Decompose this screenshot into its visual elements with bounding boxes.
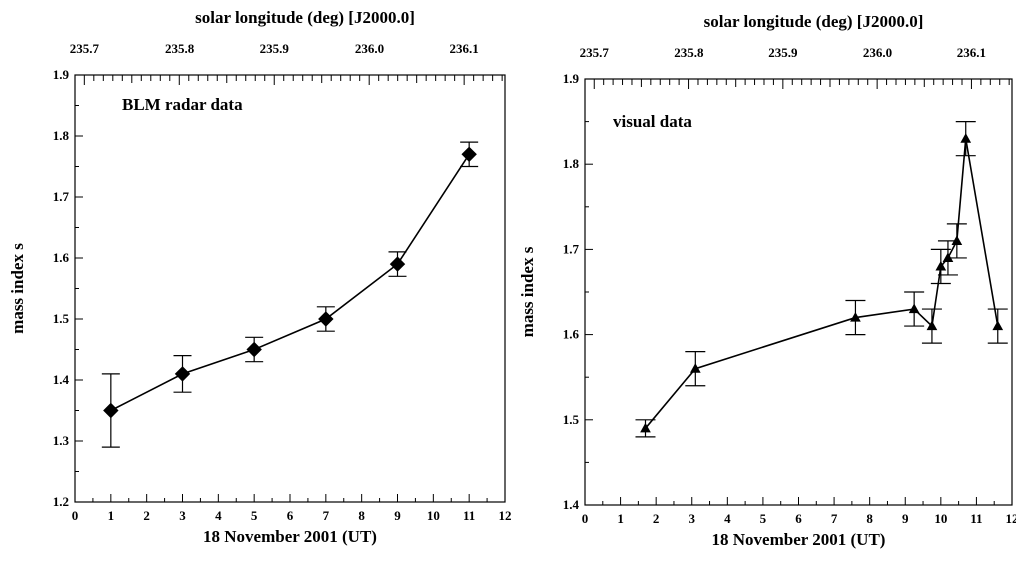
y-tick-label: 1.9 — [53, 67, 70, 82]
data-point — [174, 366, 191, 382]
top-tick-label: 236.0 — [863, 45, 892, 60]
data-point — [935, 260, 947, 271]
data-point — [992, 320, 1004, 331]
y-axis-title: mass index s — [518, 246, 537, 337]
x-tick-label: 8 — [866, 511, 873, 526]
x-tick-label: 10 — [934, 511, 947, 526]
x-tick-label: 2 — [653, 511, 660, 526]
data-point — [640, 422, 651, 433]
top-tick-label: 235.8 — [165, 41, 195, 56]
y-tick-label: 1.5 — [563, 412, 580, 427]
top-axis-title: solar longitude (deg) [J2000.0] — [195, 8, 415, 27]
series-line — [644, 138, 999, 429]
x-tick-label: 4 — [724, 511, 731, 526]
x-axis-title: 18 November 2001 (UT) — [203, 527, 377, 546]
x-tick-label: 10 — [427, 508, 440, 523]
data-point — [926, 320, 938, 331]
top-tick-label: 235.7 — [580, 45, 610, 60]
y-tick-label: 1.6 — [563, 327, 580, 342]
top-tick-label: 235.9 — [260, 41, 290, 56]
data-point — [246, 341, 262, 358]
x-tick-label: 11 — [463, 508, 475, 523]
x-tick-label: 12 — [1006, 511, 1016, 526]
x-tick-label: 7 — [323, 508, 330, 523]
top-tick-label: 236.0 — [355, 41, 384, 56]
x-tick-label: 3 — [179, 508, 186, 523]
data-point — [461, 146, 477, 163]
data-point — [908, 303, 920, 314]
top-tick-label: 235.9 — [768, 45, 798, 60]
data-point — [850, 312, 861, 322]
data-point — [318, 311, 334, 327]
chart-panel-0: 0 1 2 3 4 5 6 7 8 9 10 11 121.21.31.41.51.61.71.81.9… — [8, 8, 512, 546]
x-tick-label: 6 — [795, 511, 802, 526]
x-tick-label: 3 — [689, 511, 696, 526]
x-tick-label: 12 — [499, 508, 512, 523]
data-point — [389, 256, 406, 272]
y-axis-title: mass index s — [8, 243, 27, 334]
y-tick-label: 1.7 — [563, 241, 580, 256]
panel-annotation: visual data — [613, 112, 692, 131]
y-tick-label: 1.8 — [563, 156, 580, 171]
y-tick-label: 1.4 — [563, 497, 580, 512]
y-tick-label: 1.7 — [53, 189, 70, 204]
y-tick-label: 1.8 — [53, 128, 70, 143]
x-tick-label: 1 — [108, 508, 115, 523]
x-tick-label: 5 — [760, 511, 767, 526]
plot-frame — [74, 74, 506, 503]
y-tick-label: 1.6 — [53, 250, 70, 265]
y-tick-label: 1.3 — [53, 433, 70, 448]
y-tick-label: 1.4 — [53, 372, 70, 387]
panel-annotation: BLM radar data — [122, 95, 243, 114]
x-tick-label: 0 — [582, 511, 589, 526]
plot-frame — [584, 78, 1013, 506]
x-tick-label: 8 — [358, 508, 365, 523]
x-tick-label: 5 — [251, 508, 258, 523]
top-tick-label: 236.1 — [957, 45, 986, 60]
x-tick-label: 1 — [617, 511, 624, 526]
x-tick-label: 2 — [143, 508, 150, 523]
x-axis-title: 18 November 2001 (UT) — [712, 530, 886, 549]
y-tick-label: 1.5 — [53, 311, 70, 326]
y-tick-label: 1.9 — [563, 71, 580, 86]
data-point — [960, 133, 972, 143]
x-tick-label: 7 — [831, 511, 838, 526]
y-tick-label: 1.2 — [53, 494, 69, 509]
x-tick-label: 9 — [394, 508, 401, 523]
data-point — [689, 363, 701, 373]
data-point — [103, 402, 119, 419]
top-axis-title: solar longitude (deg) [J2000.0] — [704, 12, 924, 31]
x-tick-label: 9 — [902, 511, 909, 526]
top-tick-label: 235.8 — [674, 45, 704, 60]
top-tick-label: 235.7 — [70, 41, 100, 56]
series-line — [110, 153, 470, 412]
data-point — [951, 235, 963, 245]
top-tick-label: 236.1 — [450, 41, 479, 56]
x-tick-label: 11 — [970, 511, 982, 526]
x-tick-label: 6 — [287, 508, 294, 523]
x-tick-label: 4 — [215, 508, 222, 523]
x-tick-label: 0 — [72, 508, 79, 523]
